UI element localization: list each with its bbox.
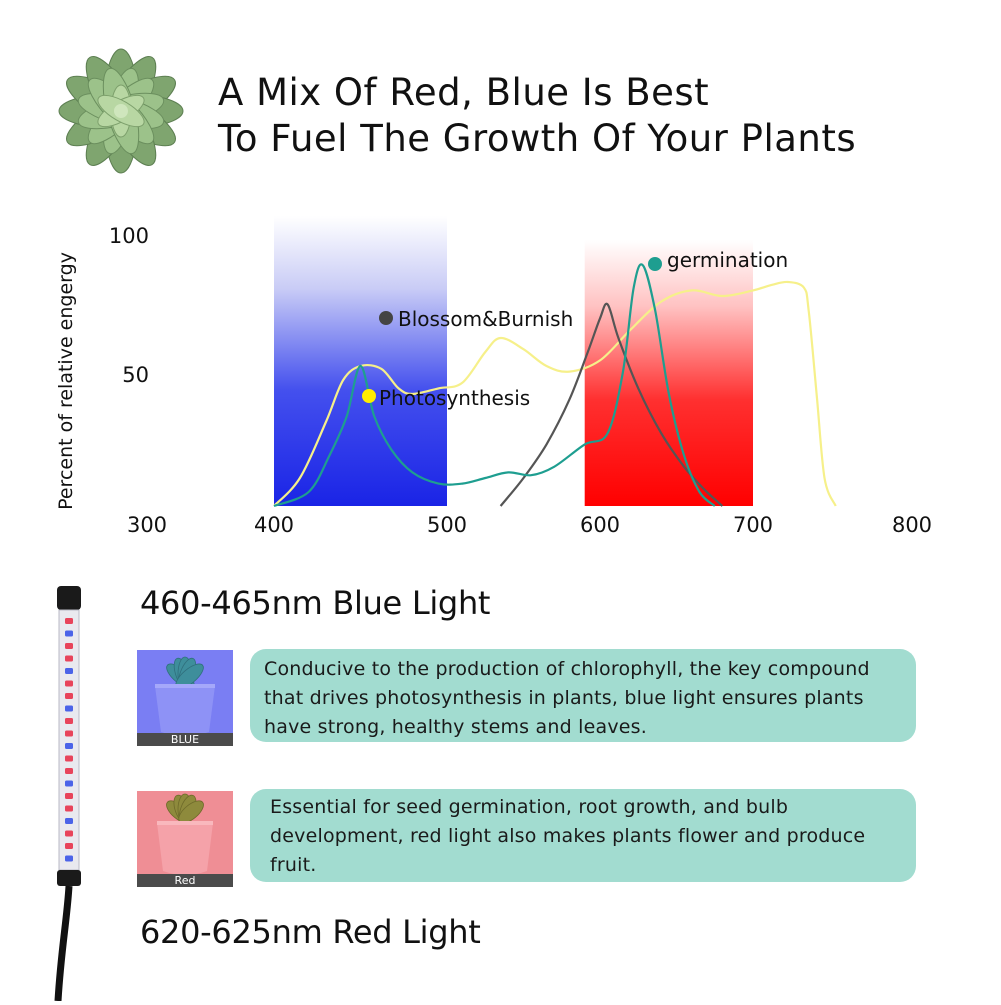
series-line-blossom-burnish: [499, 302, 724, 507]
marker-germination: [648, 257, 662, 271]
red-light-description: Essential for seed germination, root gro…: [250, 789, 916, 882]
blue-light-title: 460-465nm Blue Light: [140, 584, 491, 622]
headline-line-1: A Mix Of Red, Blue Is Best: [218, 71, 710, 114]
x-tick-300: 300: [127, 513, 167, 537]
x-tick-800: 800: [892, 513, 932, 537]
series-line-photosynthesis: [273, 280, 837, 507]
y-tick-100: 100: [109, 224, 149, 248]
blue-plant-image: BLUE: [137, 650, 233, 746]
led-tube-image: [48, 580, 90, 1002]
blue-band: [274, 216, 447, 506]
series-legend-markers: Photosynthesis Blossom&Burnish germination: [362, 248, 788, 410]
y-tick-labels: 100 50: [109, 224, 149, 387]
series-lines: [273, 263, 837, 508]
label-blossom-burnish: Blossom&Burnish: [398, 307, 573, 331]
marker-blossom-burnish: [379, 311, 393, 325]
red-light-title: 620-625nm Red Light: [140, 913, 481, 951]
succulent-image: [52, 42, 190, 180]
label-germination: germination: [667, 248, 788, 272]
label-photosynthesis: Photosynthesis: [379, 386, 530, 410]
blue-light-description: Conducive to the production of chlorophy…: [250, 649, 916, 742]
series-line-germination: [273, 263, 716, 508]
red-band: [584, 240, 753, 506]
x-tick-400: 400: [254, 513, 294, 537]
red-plant-image: Red: [137, 791, 233, 887]
x-tick-500: 500: [427, 513, 467, 537]
red-thumb-label: Red: [137, 874, 233, 887]
headline-line-2: To Fuel The Growth Of Your Plants: [218, 117, 857, 160]
blue-thumb-label: BLUE: [137, 733, 233, 746]
x-tick-600: 600: [580, 513, 620, 537]
y-tick-50: 50: [122, 363, 149, 387]
spectrum-chart: Percent of relative engergy 300 400 500 600…: [0, 200, 1001, 545]
y-axis-label: Percent of relative engergy: [55, 252, 77, 510]
marker-photosynthesis: [362, 389, 376, 403]
x-tick-labels: 300 400 500 600 700 800: [127, 513, 932, 537]
headline: A Mix Of Red, Blue Is Best To Fuel The G…: [218, 70, 856, 162]
x-tick-700: 700: [733, 513, 773, 537]
